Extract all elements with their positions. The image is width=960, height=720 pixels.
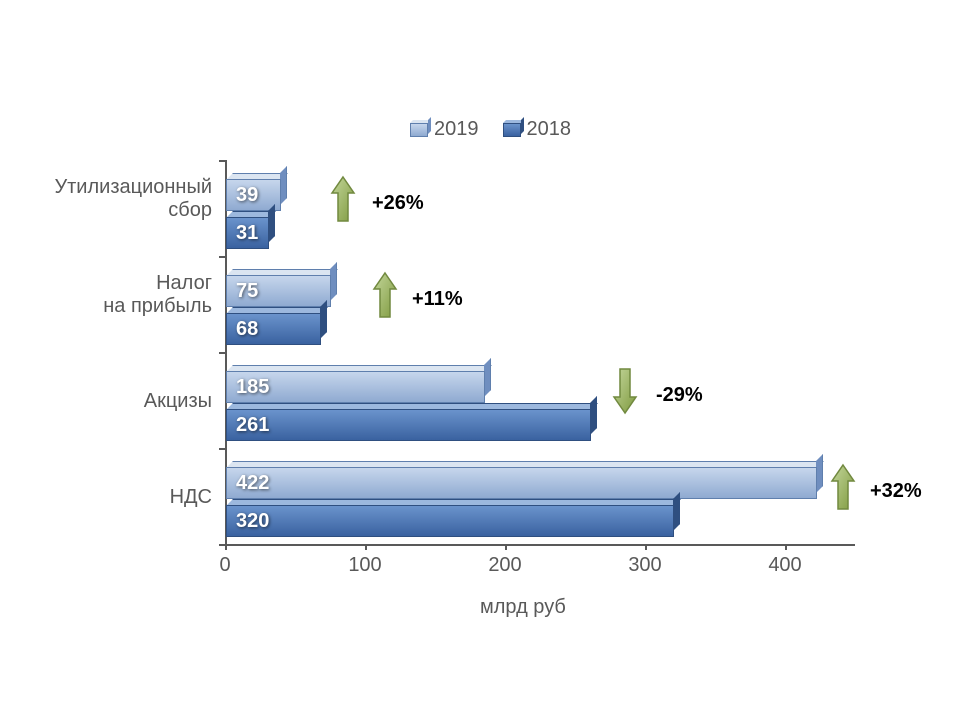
x-axis-label: млрд руб: [480, 596, 566, 619]
bar-value-label: 39: [236, 179, 258, 211]
x-tick: [505, 544, 507, 550]
bar-2018: 68: [226, 313, 321, 345]
percent-change-label: +26%: [372, 192, 424, 215]
category-label: Утилизационныйсбор: [12, 176, 212, 222]
bar-value-label: 68: [236, 313, 258, 345]
legend-swatch: [503, 123, 521, 137]
legend-item: 2019: [410, 118, 479, 141]
x-tick: [785, 544, 787, 550]
bar-value-label: 320: [236, 505, 269, 537]
category-label: НДС: [12, 486, 212, 509]
percent-change-label: -29%: [656, 384, 703, 407]
arrow-down-icon: [612, 367, 638, 415]
x-tick-label: 200: [475, 554, 535, 577]
bar-2019: 185: [226, 371, 485, 403]
chart-stage: { "layout": { "plot": { "x": 225, "y": 1…: [0, 0, 960, 720]
x-axis: [225, 544, 855, 546]
x-tick: [365, 544, 367, 550]
bar-value-label: 422: [236, 467, 269, 499]
x-tick-label: 300: [615, 554, 675, 577]
y-tick: [219, 352, 225, 354]
x-tick-label: 100: [335, 554, 395, 577]
x-tick: [225, 544, 227, 550]
bar-value-label: 261: [236, 409, 269, 441]
arrow-up-icon: [372, 271, 398, 319]
x-tick-label: 0: [195, 554, 255, 577]
y-tick: [219, 544, 225, 546]
legend-label: 2019: [434, 118, 479, 141]
legend-item: 2018: [503, 118, 572, 141]
x-tick-label: 400: [755, 554, 815, 577]
legend: 2019 2018: [410, 118, 571, 141]
bar-2019: 422: [226, 467, 817, 499]
legend-label: 2018: [527, 118, 572, 141]
arrow-up-icon: [330, 175, 356, 223]
bar-2018: 320: [226, 505, 674, 537]
bar-value-label: 31: [236, 217, 258, 249]
bar-value-label: 185: [236, 371, 269, 403]
bar-2018: 261: [226, 409, 591, 441]
percent-change-label: +11%: [412, 288, 463, 311]
y-tick: [219, 256, 225, 258]
percent-change-label: +32%: [870, 480, 922, 503]
arrow-up-icon: [830, 463, 856, 511]
category-label: Налогна прибыль: [12, 272, 212, 318]
bar-value-label: 75: [236, 275, 258, 307]
legend-swatch: [410, 123, 428, 137]
bar-2019: 75: [226, 275, 331, 307]
y-tick: [219, 448, 225, 450]
category-label: Акцизы: [12, 390, 212, 413]
y-tick: [219, 160, 225, 162]
bar-2018: 31: [226, 217, 269, 249]
x-tick: [645, 544, 647, 550]
